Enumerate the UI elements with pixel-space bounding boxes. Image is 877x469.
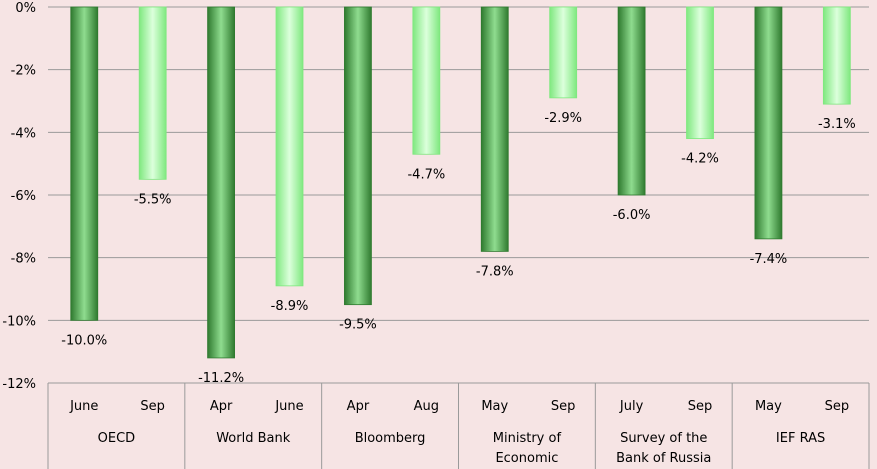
- bar: [138, 6, 167, 180]
- group-label: IEF RAS: [776, 431, 825, 446]
- bar: [549, 6, 578, 99]
- group-label: Bank of Russia: [616, 451, 711, 466]
- data-label: -6.0%: [613, 208, 651, 223]
- bar: [344, 6, 372, 306]
- bar: [822, 6, 851, 105]
- bar: [207, 6, 235, 359]
- y-tick-label: -4%: [11, 126, 36, 141]
- x-axis-table: June Sep OECD Apr June World Bank Apr Aug Bloomb…: [47, 383, 870, 469]
- period-label: Sep: [551, 399, 576, 414]
- data-label: -7.4%: [750, 252, 788, 267]
- bar: [754, 6, 783, 240]
- period-label: Apr: [347, 399, 370, 414]
- data-label: -8.9%: [271, 299, 309, 314]
- bars: [70, 6, 851, 359]
- group-label: Bloomberg: [355, 431, 426, 446]
- group-label: Ministry of: [493, 431, 562, 446]
- y-tick-label: -8%: [11, 252, 36, 267]
- group-label: OECD: [98, 431, 136, 446]
- data-label: -9.5%: [339, 318, 377, 333]
- period-label: July: [619, 399, 644, 414]
- period-label: May: [481, 399, 508, 414]
- period-label: Sep: [688, 399, 713, 414]
- y-axis: 0% -2% -4% -6% -8% -10% -12%: [2, 1, 36, 392]
- group-label: Survey of the: [620, 431, 707, 446]
- bar: [70, 6, 99, 321]
- group-label: Economic: [495, 451, 558, 466]
- period-label: June: [274, 399, 303, 414]
- y-tick-label: -2%: [11, 64, 36, 79]
- group-label: World Bank: [216, 431, 291, 446]
- data-label: -5.5%: [134, 192, 172, 207]
- period-label: May: [755, 399, 782, 414]
- y-tick-label: -6%: [11, 189, 36, 204]
- period-label: Sep: [825, 399, 850, 414]
- period-label: Sep: [140, 399, 165, 414]
- data-label: -7.8%: [476, 264, 514, 279]
- y-tick-label: -12%: [2, 377, 36, 392]
- bar: [412, 6, 441, 155]
- data-label: -10.0%: [61, 333, 107, 348]
- y-tick-label: -10%: [2, 314, 36, 329]
- bar: [617, 6, 646, 196]
- period-label: June: [69, 399, 98, 414]
- data-label: -11.2%: [198, 371, 244, 386]
- y-tick-label: 0%: [15, 1, 36, 16]
- data-label: -4.7%: [407, 167, 445, 182]
- bar: [275, 6, 304, 287]
- period-label: Apr: [210, 399, 233, 414]
- data-labels: -10.0% -5.5% -11.2% -8.9% -9.5% -4.7% -7.8% -2.…: [61, 111, 855, 386]
- data-label: -2.9%: [544, 111, 582, 126]
- data-label: -3.1%: [818, 117, 856, 132]
- data-label: -4.2%: [681, 152, 719, 167]
- bar: [480, 6, 509, 252]
- period-label: Aug: [414, 399, 439, 414]
- bar: [686, 6, 714, 140]
